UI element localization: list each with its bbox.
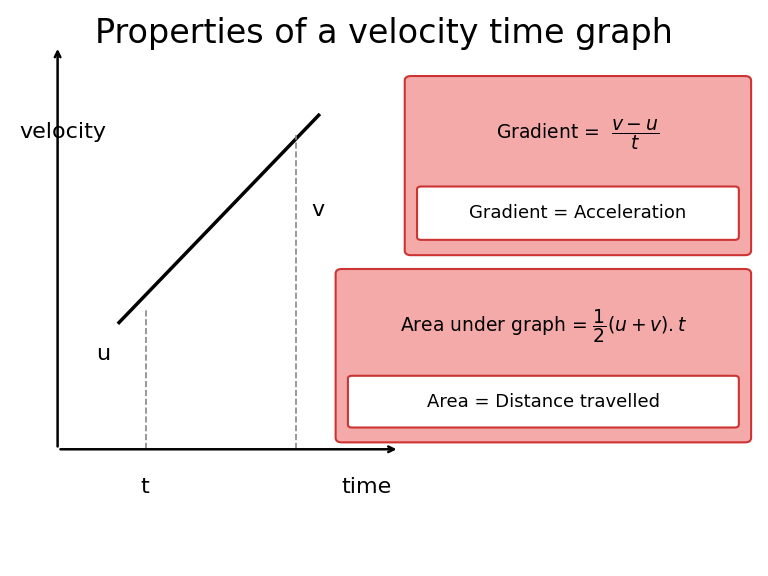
FancyBboxPatch shape (348, 376, 739, 427)
Text: Area under graph = $\dfrac{1}{2}(u + v){.}t$: Area under graph = $\dfrac{1}{2}(u + v){… (399, 307, 687, 345)
Text: Gradient = Acceleration: Gradient = Acceleration (469, 204, 687, 222)
FancyBboxPatch shape (417, 187, 739, 240)
Text: velocity: velocity (19, 123, 106, 142)
FancyBboxPatch shape (336, 269, 751, 442)
Text: Area = Distance travelled: Area = Distance travelled (427, 393, 660, 411)
Text: t: t (140, 477, 149, 497)
Text: Properties of a velocity time graph: Properties of a velocity time graph (95, 17, 673, 50)
Text: time: time (342, 477, 392, 497)
Text: v: v (311, 200, 324, 220)
Text: u: u (97, 344, 111, 364)
Text: Gradient =  $\dfrac{v - u}{t}$: Gradient = $\dfrac{v - u}{t}$ (496, 118, 660, 153)
FancyBboxPatch shape (405, 76, 751, 255)
